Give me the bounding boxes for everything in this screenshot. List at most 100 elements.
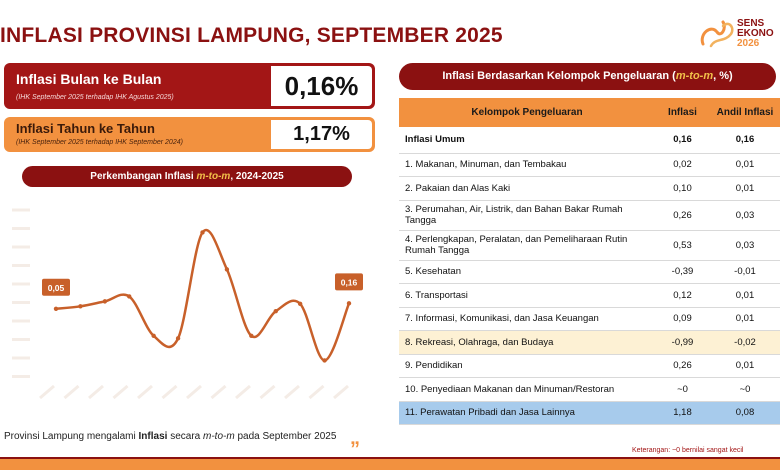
row-inflasi: 0,02 xyxy=(655,153,710,177)
data-point xyxy=(249,334,253,338)
svg-text:0,16: 0,16 xyxy=(341,277,358,287)
row-andil: 0,01 xyxy=(710,284,780,308)
row-inflasi: 1,18 xyxy=(655,401,710,425)
x-tick-mark xyxy=(236,386,250,398)
table-title-prefix: Inflasi Berdasarkan Kelompok Pengeluaran… xyxy=(442,70,676,82)
row-andil: -0,01 xyxy=(710,260,780,284)
footnote-prefix: Provinsi Lampung mengalami xyxy=(4,431,139,442)
table-row: 5. Kesehatan -0,39 -0,01 xyxy=(399,260,780,284)
footnote-middle: secara xyxy=(167,431,203,442)
row-inflasi: ~0 xyxy=(655,378,710,402)
mtm-value: 0,16% xyxy=(271,66,372,106)
table-row: Inflasi Umum 0,16 0,16 xyxy=(399,127,780,153)
yoy-value: 1,17% xyxy=(271,120,372,149)
x-tick-mark xyxy=(65,386,79,398)
chart-title-prefix: Perkembangan Inflasi xyxy=(90,171,196,182)
table-header-row: Kelompok Pengeluaran Inflasi Andil Infla… xyxy=(399,98,780,127)
x-tick-mark xyxy=(114,386,128,398)
data-point xyxy=(298,302,302,306)
table-title: Inflasi Berdasarkan Kelompok Pengeluaran… xyxy=(399,63,776,90)
data-point xyxy=(151,334,155,338)
mtm-label: Inflasi Bulan ke Bulan xyxy=(16,71,161,87)
table-row: 9. Pendidikan 0,26 0,01 xyxy=(399,354,780,378)
table-row: 8. Rekreasi, Olahraga, dan Budaya -0,99 -0… xyxy=(399,331,780,355)
row-inflasi: 0,26 xyxy=(655,354,710,378)
row-inflasi: 0,12 xyxy=(655,284,710,308)
row-inflasi: 0,16 xyxy=(655,127,710,153)
series-line xyxy=(56,230,349,360)
x-tick-mark xyxy=(89,386,103,398)
line-chart: 0,05 0,16 xyxy=(0,190,380,420)
row-inflasi: 0,53 xyxy=(655,230,710,260)
row-name: 9. Pendidikan xyxy=(399,354,655,378)
bottom-bar xyxy=(0,459,780,470)
data-point xyxy=(274,309,278,313)
data-point xyxy=(347,301,351,305)
header-inflasi: Inflasi xyxy=(655,98,710,127)
x-tick-mark xyxy=(310,386,324,398)
row-andil: 0,03 xyxy=(710,200,780,230)
table-note: Keterangan: ~0 bernilai sangat kecil xyxy=(632,447,744,454)
row-name: 4. Perlengkapan, Peralatan, dan Pemeliha… xyxy=(399,230,655,260)
table-row: 10. Penyediaan Makanan dan Minuman/Resto… xyxy=(399,378,780,402)
yoy-card: Inflasi Tahun ke Tahun (IHK September 20… xyxy=(4,117,375,152)
row-andil: 0,01 xyxy=(710,354,780,378)
table-row: 2. Pakaian dan Alas Kaki 0,10 0,01 xyxy=(399,177,780,201)
footnote: Provinsi Lampung mengalami Inflasi secar… xyxy=(4,431,336,442)
table-row: 6. Transportasi 0,12 0,01 xyxy=(399,284,780,308)
row-inflasi: 0,10 xyxy=(655,177,710,201)
row-andil: ~0 xyxy=(710,378,780,402)
data-point xyxy=(225,267,229,271)
row-andil: -0,02 xyxy=(710,331,780,355)
inflation-table: Kelompok Pengeluaran Inflasi Andil Infla… xyxy=(399,98,780,425)
chart-title-suffix: , 2024-2025 xyxy=(230,171,283,182)
footnote-bold: Inflasi xyxy=(139,431,168,442)
table-title-italic: m-to-m xyxy=(676,70,713,82)
x-tick-mark xyxy=(163,386,177,398)
x-tick-mark xyxy=(334,386,348,398)
mtm-card: Inflasi Bulan ke Bulan (IHK September 20… xyxy=(4,63,375,109)
table-row: 11. Perawatan Pribadi dan Jasa Lainnya 1,… xyxy=(399,401,780,425)
footnote-italic: m-to-m xyxy=(203,431,235,442)
row-name: 1. Makanan, Minuman, dan Tembakau xyxy=(399,153,655,177)
x-tick-mark xyxy=(138,386,152,398)
row-name: 6. Transportasi xyxy=(399,284,655,308)
table-row: 4. Perlengkapan, Peralatan, dan Pemeliha… xyxy=(399,230,780,260)
logo: SENS EKONO 2026 xyxy=(697,14,780,54)
row-name: 8. Rekreasi, Olahraga, dan Budaya xyxy=(399,331,655,355)
yoy-label: Inflasi Tahun ke Tahun xyxy=(16,121,155,136)
row-name: 3. Perumahan, Air, Listrik, dan Bahan Ba… xyxy=(399,200,655,230)
row-inflasi: -0,39 xyxy=(655,260,710,284)
data-point xyxy=(103,299,107,303)
sensus-swirl-logo-icon xyxy=(697,16,737,50)
row-name: 5. Kesehatan xyxy=(399,260,655,284)
header-kelompok: Kelompok Pengeluaran xyxy=(399,98,655,127)
x-tick-mark xyxy=(261,386,275,398)
row-inflasi: -0,99 xyxy=(655,331,710,355)
data-label: 0,16 xyxy=(335,273,363,290)
row-name: 2. Pakaian dan Alas Kaki xyxy=(399,177,655,201)
row-name: 7. Informasi, Komunikasi, dan Jasa Keuan… xyxy=(399,307,655,331)
row-name: 10. Penyediaan Makanan dan Minuman/Resto… xyxy=(399,378,655,402)
row-andil: 0,01 xyxy=(710,177,780,201)
data-point xyxy=(176,336,180,340)
yoy-sub: (IHK September 2025 terhadap IHK Septemb… xyxy=(16,139,183,146)
row-andil: 0,08 xyxy=(710,401,780,425)
logo-text-3: 2026 xyxy=(737,39,759,49)
data-point xyxy=(127,294,131,298)
data-point xyxy=(200,230,204,234)
chart-title: Perkembangan Inflasi m-to-m, 2024-2025 xyxy=(22,166,352,187)
row-andil: 0,16 xyxy=(710,127,780,153)
table-title-suffix: , %) xyxy=(713,70,733,82)
row-name: 11. Perawatan Pribadi dan Jasa Lainnya xyxy=(399,401,655,425)
x-tick-mark xyxy=(187,386,201,398)
x-tick-mark xyxy=(285,386,299,398)
x-tick-mark xyxy=(212,386,226,398)
row-andil: 0,01 xyxy=(710,153,780,177)
row-inflasi: 0,09 xyxy=(655,307,710,331)
footnote-suffix: pada September 2025 xyxy=(235,431,337,442)
row-name: Inflasi Umum xyxy=(399,127,655,153)
mtm-sub: (IHK September 2025 terhadap IHK Agustus… xyxy=(16,94,174,101)
data-label: 0,05 xyxy=(42,279,70,296)
